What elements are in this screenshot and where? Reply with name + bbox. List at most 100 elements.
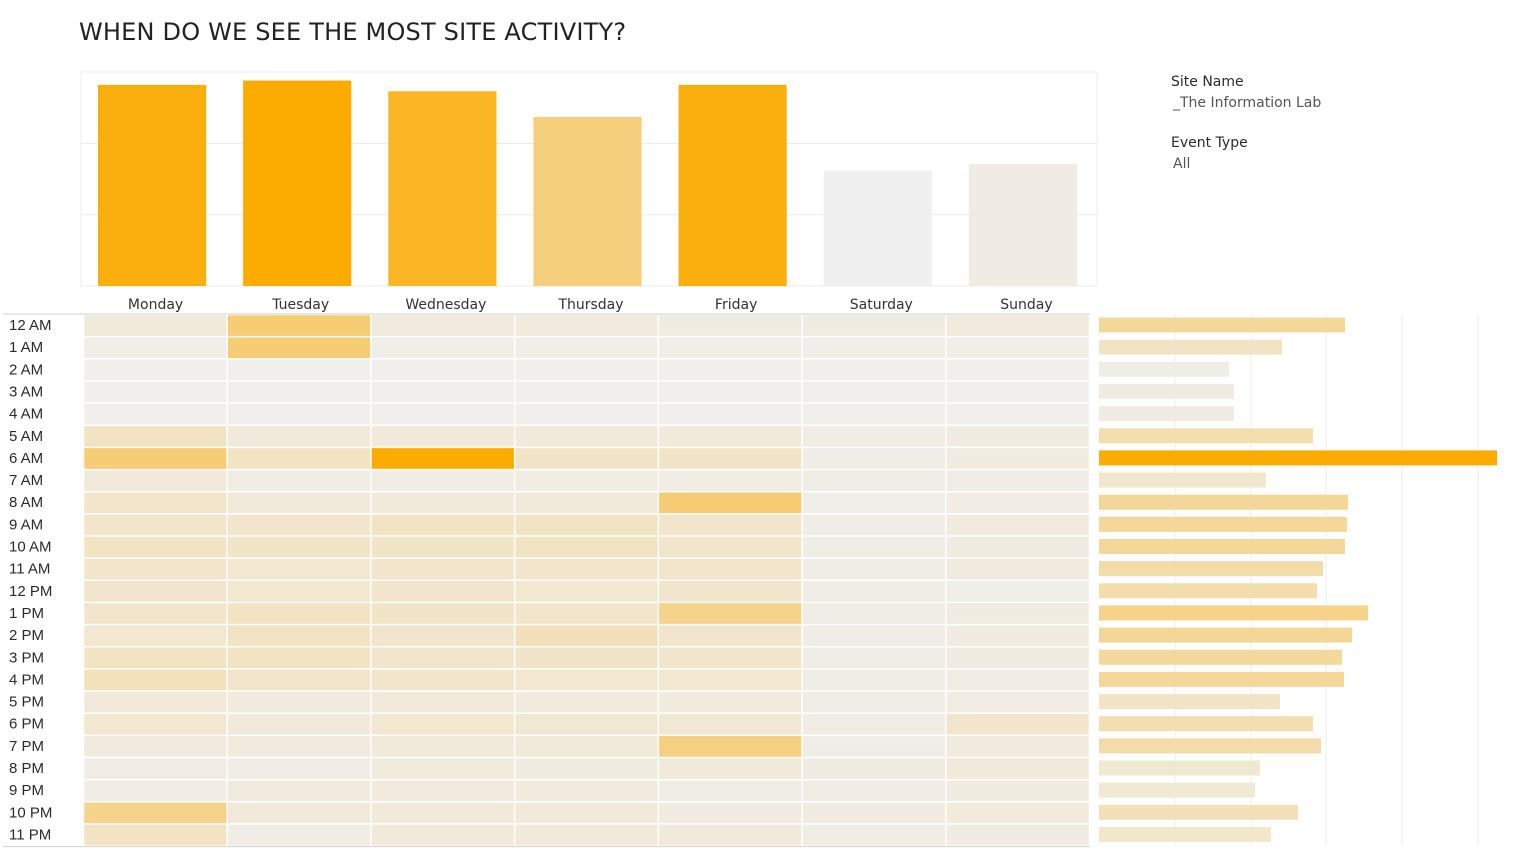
heatmap-cell: [802, 580, 946, 603]
row-label: 12 PM: [9, 583, 52, 600]
heatmap-cell: [83, 602, 227, 625]
heatmap-cell: [946, 735, 1090, 758]
heatmap-cell: [83, 425, 227, 448]
heatmap-cell: [946, 691, 1090, 713]
heatmap-cell: [371, 735, 515, 758]
bar-tuesday: [243, 80, 352, 286]
heatmap-cell: [802, 691, 946, 713]
heatmap-cell: [802, 824, 946, 846]
heatmap-cell: [946, 536, 1090, 558]
heatmap-cell: [514, 757, 659, 780]
hour-bar: [1099, 738, 1321, 754]
heatmap-cell: [371, 447, 515, 470]
heatmap-cell: [946, 514, 1090, 536]
heatmap-cell: [514, 514, 659, 536]
heatmap-cell: [83, 624, 227, 647]
heatmap-cell: [802, 757, 946, 780]
heatmap-cell: [371, 691, 515, 713]
heatmap-cell: [802, 536, 946, 558]
heatmap-cell: [946, 491, 1090, 514]
bar-sunday: [968, 164, 1077, 286]
heatmap-cell: [83, 536, 227, 558]
heatmap-cell: [227, 336, 371, 359]
heatmap-cell: [371, 536, 515, 558]
heatmap-cell: [946, 713, 1090, 736]
heatmap-cell: [802, 735, 946, 758]
site-name-filter-title: Site Name: [1171, 74, 1244, 90]
heatmap-cell: [658, 647, 802, 669]
heatmap-cell: [658, 779, 802, 802]
row-label: 10 PM: [9, 804, 52, 821]
heatmap-cell: [514, 359, 659, 381]
heatmap-cell: [371, 647, 515, 669]
heatmap-cell: [658, 381, 802, 403]
heatmap-cell: [514, 647, 659, 669]
hour-bar: [1099, 760, 1260, 776]
heatmap-cell: [658, 624, 802, 647]
heatmap-cell: [227, 536, 371, 558]
heatmap-cell: [371, 602, 515, 625]
heatmap-cell: [514, 713, 659, 736]
heatmap-cell: [658, 359, 802, 381]
heatmap-cell: [946, 624, 1090, 647]
hour-bar: [1099, 716, 1313, 732]
event-type-filter-value[interactable]: All: [1173, 156, 1191, 172]
heatmap-cell: [946, 602, 1090, 625]
heatmap-cell: [227, 403, 371, 426]
row-label: 7 PM: [9, 738, 44, 755]
heatmap-cell: [658, 469, 802, 492]
heatmap-cell: [227, 491, 371, 514]
bar-monday: [98, 84, 207, 286]
heatmap-cell: [514, 602, 659, 625]
hour-bar: [1099, 494, 1348, 510]
heatmap-cell: [83, 381, 227, 403]
heatmap-cell: [227, 713, 371, 736]
row-label: 3 PM: [9, 649, 44, 666]
heatmap-cell: [802, 314, 946, 337]
heatmap-cell: [514, 403, 659, 426]
heatmap-cell: [514, 469, 659, 492]
row-label: 12 AM: [9, 317, 52, 334]
heatmap-cell: [658, 491, 802, 514]
hour-bar: [1099, 516, 1347, 532]
site-name-filter-value[interactable]: _The Information Lab: [1173, 95, 1322, 111]
heatmap-cell: [227, 558, 371, 581]
bar-thursday: [533, 116, 642, 286]
heatmap-cell: [658, 314, 802, 337]
hour-bar: [1099, 782, 1255, 798]
heatmap-cell: [802, 336, 946, 359]
hour-bar: [1099, 694, 1280, 710]
hour-of-day-bar-chart: [1099, 314, 1497, 846]
heatmap-cell: [658, 824, 802, 846]
heatmap-cell: [946, 447, 1090, 470]
row-label: 5 AM: [9, 428, 43, 445]
hour-bar: [1099, 361, 1229, 377]
heatmap-cell: [802, 381, 946, 403]
hour-bar: [1099, 383, 1234, 399]
heatmap-cell: [946, 647, 1090, 669]
heatmap-cell: [802, 359, 946, 381]
hour-bar: [1099, 826, 1271, 842]
row-label: 9 AM: [9, 516, 43, 533]
heatmap-cell: [371, 403, 515, 426]
heatmap-cell: [946, 757, 1090, 780]
heatmap-cell: [802, 425, 946, 448]
heatmap-cell: [227, 691, 371, 713]
heatmap-cell: [946, 425, 1090, 448]
heatmap-cell: [658, 757, 802, 780]
heatmap-cell: [514, 802, 659, 824]
heatmap-cell: [802, 713, 946, 736]
heatmap-cell: [802, 514, 946, 536]
heatmap-cell: [227, 647, 371, 669]
heatmap-cell: [83, 735, 227, 758]
heatmap-cell: [658, 691, 802, 713]
heatmap-cell: [514, 536, 659, 558]
heatmap-cell: [946, 359, 1090, 381]
hour-bar: [1099, 605, 1368, 621]
heatmap-cell: [946, 824, 1090, 846]
heatmap-cell: [514, 691, 659, 713]
heatmap-cell: [227, 381, 371, 403]
heatmap-cell: [658, 558, 802, 581]
row-label: 4 AM: [9, 406, 43, 423]
